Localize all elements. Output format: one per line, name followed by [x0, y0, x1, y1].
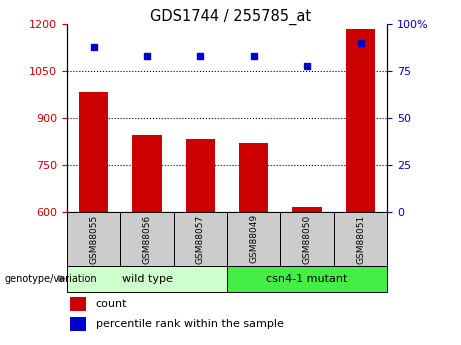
- Text: percentile rank within the sample: percentile rank within the sample: [96, 319, 284, 329]
- Bar: [334, 212, 387, 266]
- Bar: [120, 212, 174, 266]
- Text: GSM88051: GSM88051: [356, 214, 365, 264]
- Text: wild type: wild type: [122, 274, 172, 284]
- Text: GSM88050: GSM88050: [302, 214, 312, 264]
- Bar: [227, 266, 387, 292]
- Bar: [174, 212, 227, 266]
- Bar: [79, 91, 108, 212]
- Bar: [280, 212, 334, 266]
- Bar: [292, 207, 322, 212]
- Text: csn4-1 mutant: csn4-1 mutant: [266, 274, 348, 284]
- Text: GDS1744 / 255785_at: GDS1744 / 255785_at: [150, 9, 311, 25]
- Bar: [70, 317, 86, 331]
- Text: GSM88056: GSM88056: [142, 214, 152, 264]
- Bar: [186, 139, 215, 212]
- Bar: [67, 266, 227, 292]
- Text: GSM88055: GSM88055: [89, 214, 98, 264]
- Bar: [67, 212, 120, 266]
- Bar: [227, 212, 280, 266]
- Text: GSM88049: GSM88049: [249, 214, 258, 264]
- Text: GSM88057: GSM88057: [196, 214, 205, 264]
- Text: count: count: [96, 299, 127, 309]
- Bar: [346, 29, 375, 212]
- Bar: [70, 297, 86, 311]
- Text: genotype/variation: genotype/variation: [5, 274, 97, 284]
- Bar: [132, 135, 162, 212]
- Bar: [239, 143, 268, 212]
